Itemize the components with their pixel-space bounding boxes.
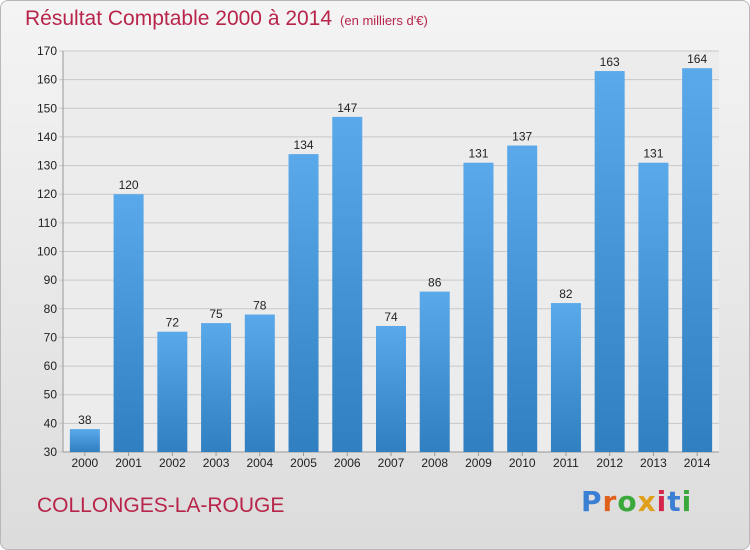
value-label-2006: 147 xyxy=(337,101,357,115)
x-tick-label-2008: 2008 xyxy=(421,456,448,470)
chart-title-text: Résultat Comptable 2000 à 2014 xyxy=(25,7,333,30)
bar-2004 xyxy=(244,314,275,452)
x-tick-label-2002: 2002 xyxy=(159,456,186,470)
commune-name: COLLONGES-LA-ROUGE xyxy=(37,494,285,517)
bar-2001 xyxy=(113,194,144,452)
bar-2003 xyxy=(201,323,232,452)
value-label-2010: 137 xyxy=(512,130,532,144)
value-label-2003: 75 xyxy=(209,307,223,321)
y-tick-label: 50 xyxy=(44,388,58,402)
logo-letter: P xyxy=(581,485,603,518)
y-tick-label: 60 xyxy=(44,359,58,373)
value-label-2002: 72 xyxy=(166,316,180,330)
bar-2006 xyxy=(332,116,363,452)
bar-2012 xyxy=(594,71,625,453)
bar-2011 xyxy=(550,303,581,452)
x-tick-label-2000: 2000 xyxy=(72,456,99,470)
y-tick-label: 70 xyxy=(44,330,58,344)
x-tick-label-2011: 2011 xyxy=(553,456,579,470)
x-tick-label-2003: 2003 xyxy=(203,456,230,470)
value-label-2001: 120 xyxy=(119,178,139,192)
y-tick-label: 140 xyxy=(37,130,57,144)
value-label-2014: 164 xyxy=(687,52,707,66)
y-tick-label: 30 xyxy=(44,445,58,459)
x-tick-label-2005: 2005 xyxy=(290,456,317,470)
logo-letter: i xyxy=(656,485,668,518)
y-tick-label: 150 xyxy=(37,101,57,115)
value-label-2008: 86 xyxy=(428,276,442,290)
y-tick-label: 80 xyxy=(44,302,58,316)
y-tick-label: 90 xyxy=(44,273,58,287)
value-label-2005: 134 xyxy=(294,138,314,152)
value-label-2013: 131 xyxy=(643,147,663,161)
x-tick-label-2001: 2001 xyxy=(115,456,142,470)
logo-letter: x xyxy=(637,485,657,518)
logo-letter: r xyxy=(602,485,618,518)
bar-2010 xyxy=(507,145,538,452)
y-tick-label: 100 xyxy=(37,245,57,259)
x-tick-label-2014: 2014 xyxy=(684,456,711,470)
proxiti-logo: Proxiti xyxy=(581,485,692,518)
x-tick-label-2010: 2010 xyxy=(509,456,536,470)
bar-2005 xyxy=(288,154,319,452)
bar-2008 xyxy=(419,291,450,452)
y-tick-label: 110 xyxy=(38,216,57,230)
logo-letter: t xyxy=(667,485,682,518)
bar-2009 xyxy=(463,162,494,452)
bar-2000 xyxy=(69,429,100,452)
chart-title: Résultat Comptable 2000 à 2014 (en millie… xyxy=(25,7,428,31)
x-tick-label-2009: 2009 xyxy=(465,456,492,470)
value-label-2007: 74 xyxy=(384,310,398,324)
y-tick-label: 170 xyxy=(37,44,57,58)
bar-2013 xyxy=(638,162,669,452)
value-label-2009: 131 xyxy=(468,147,488,161)
logo-letter: o xyxy=(617,485,638,518)
bar-2007 xyxy=(376,325,406,452)
y-tick-label: 130 xyxy=(37,159,57,173)
x-tick-label-2004: 2004 xyxy=(246,456,273,470)
value-label-2004: 78 xyxy=(253,299,267,313)
bar-2002 xyxy=(157,331,188,452)
y-tick-label: 160 xyxy=(37,73,57,87)
chart-subtitle: (en milliers d'€) xyxy=(340,13,428,28)
x-tick-label-2013: 2013 xyxy=(640,456,667,470)
logo-letter: i xyxy=(681,485,693,518)
x-tick-label-2006: 2006 xyxy=(334,456,361,470)
value-label-2012: 163 xyxy=(600,55,620,69)
value-label-2000: 38 xyxy=(78,413,92,427)
value-label-2011: 82 xyxy=(559,287,573,301)
y-tick-label: 120 xyxy=(37,187,57,201)
bar-2014 xyxy=(682,68,713,452)
x-tick-label-2007: 2007 xyxy=(378,456,405,470)
y-tick-label: 40 xyxy=(44,416,58,430)
x-tick-label-2012: 2012 xyxy=(596,456,623,470)
